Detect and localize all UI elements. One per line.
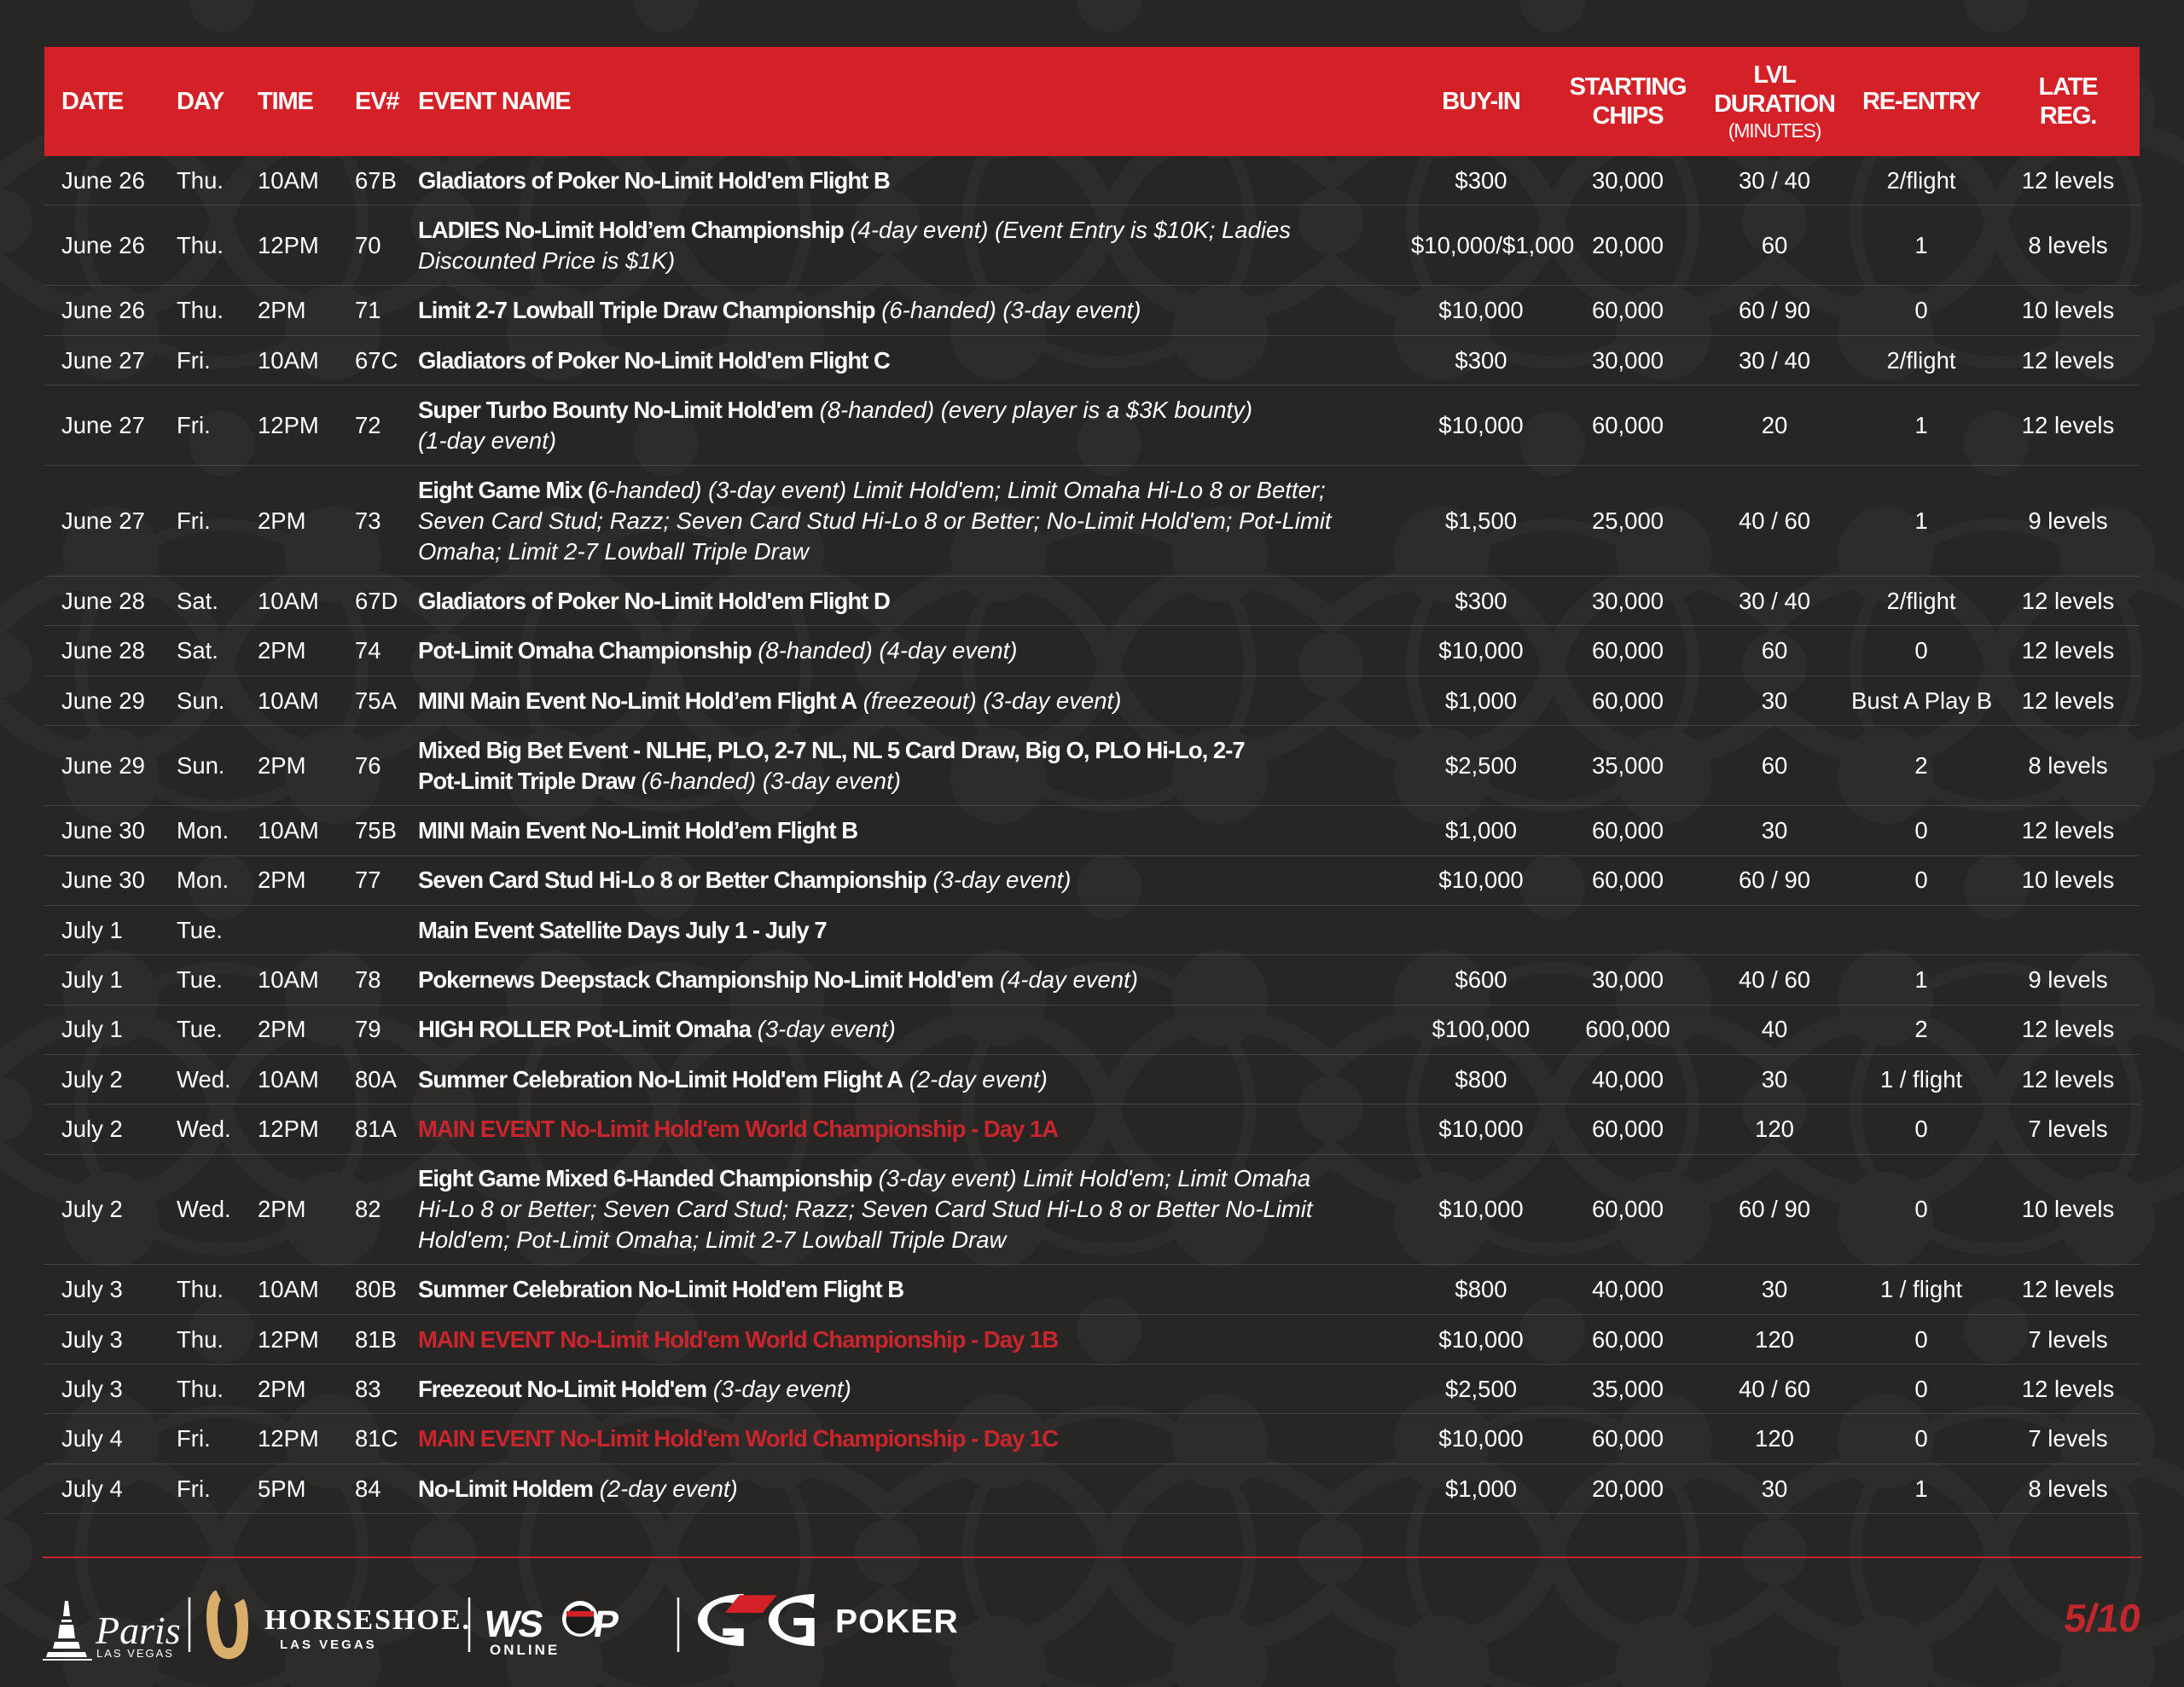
svg-text:HORSESHOE.: HORSESHOE. bbox=[264, 1604, 471, 1636]
svg-text:WS: WS bbox=[482, 1603, 545, 1645]
svg-text:POKER: POKER bbox=[835, 1603, 959, 1640]
svg-text:P: P bbox=[591, 1603, 621, 1645]
svg-text:LAS VEGAS: LAS VEGAS bbox=[96, 1647, 174, 1660]
svg-text:ONLINE: ONLINE bbox=[490, 1642, 560, 1658]
svg-text:Paris: Paris bbox=[95, 1609, 181, 1652]
svg-text:LAS VEGAS: LAS VEGAS bbox=[280, 1638, 377, 1652]
